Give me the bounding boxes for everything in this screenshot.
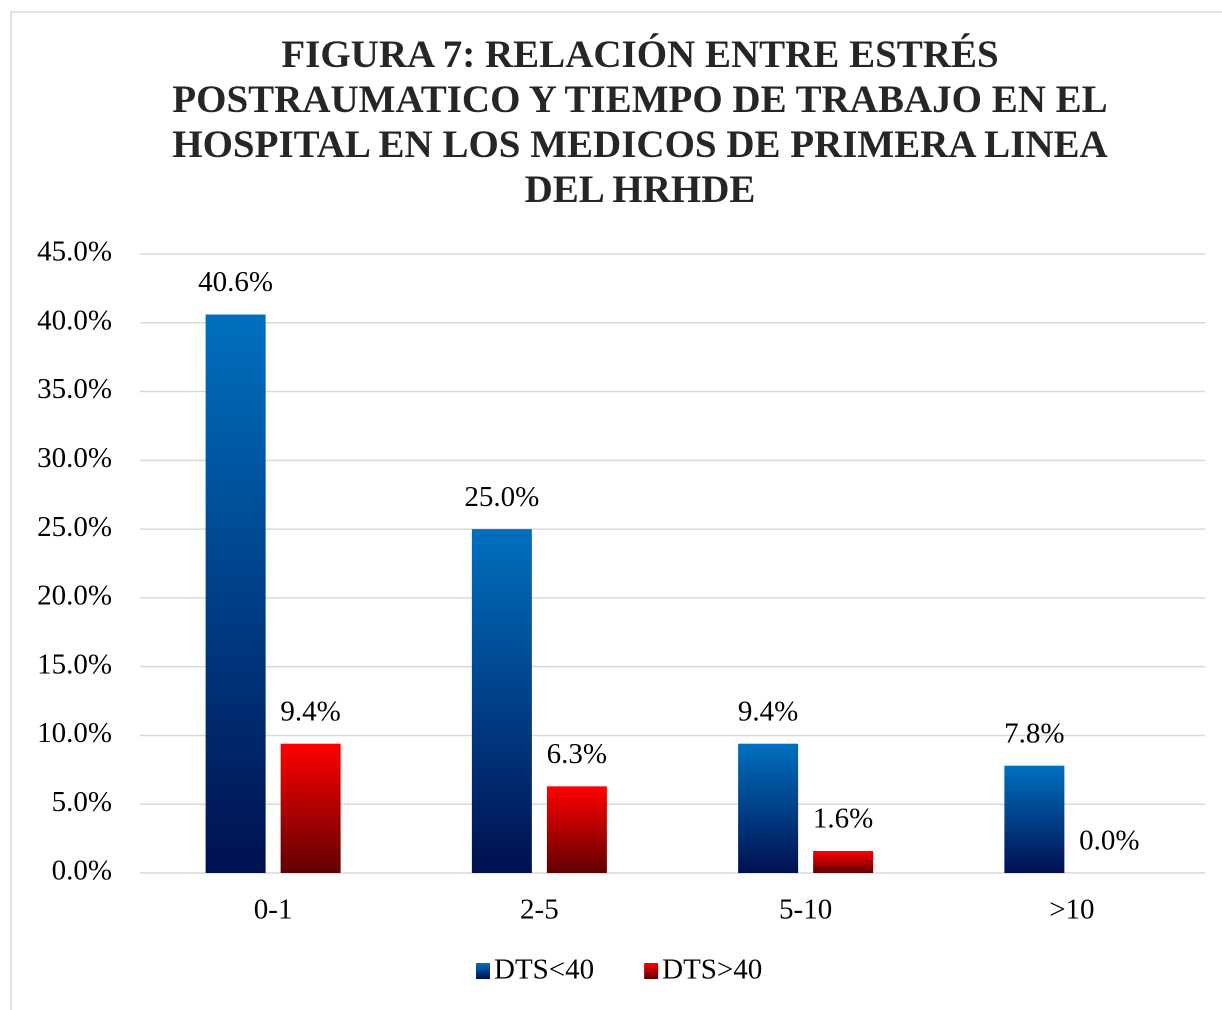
legend-swatch <box>476 963 490 979</box>
legend-label: DTS>40 <box>662 954 762 986</box>
x-tick-label: 0-1 <box>254 894 293 926</box>
data-label: 25.0% <box>464 481 539 513</box>
data-label: 9.4% <box>280 695 340 727</box>
y-tick-label: 20.0% <box>37 580 112 612</box>
data-label: 40.6% <box>198 266 273 298</box>
bar <box>205 314 266 874</box>
legend-label: DTS<40 <box>494 954 594 986</box>
chart-frame <box>10 11 1222 1010</box>
chart-title: FIGURA 7: RELACIÓN ENTRE ESTRÉS POSTRAUM… <box>172 33 1108 211</box>
x-tick-label: 2-5 <box>520 894 559 926</box>
bar <box>1004 765 1065 873</box>
x-tick-label: >10 <box>1049 894 1094 926</box>
x-tick-label: 5-10 <box>779 894 832 926</box>
bar <box>738 743 799 873</box>
y-tick-label: 0.0% <box>52 855 112 887</box>
y-tick-label: 30.0% <box>37 442 112 474</box>
data-label: 1.6% <box>813 803 873 835</box>
y-tick-label: 45.0% <box>37 236 112 268</box>
y-tick-label: 35.0% <box>37 373 112 405</box>
bar <box>280 743 341 873</box>
data-label: 0.0% <box>1079 825 1139 857</box>
y-tick-label: 25.0% <box>37 511 112 543</box>
data-label: 9.4% <box>738 695 798 727</box>
y-tick-label: 40.0% <box>37 304 112 336</box>
legend-swatch <box>644 963 659 979</box>
data-label: 6.3% <box>547 738 607 770</box>
data-label: 7.8% <box>1004 717 1064 749</box>
bar <box>546 786 607 873</box>
y-tick-label: 15.0% <box>37 648 112 680</box>
bar <box>471 529 532 873</box>
bar <box>813 850 874 873</box>
y-tick-label: 5.0% <box>52 786 112 818</box>
y-tick-label: 10.0% <box>37 717 112 749</box>
